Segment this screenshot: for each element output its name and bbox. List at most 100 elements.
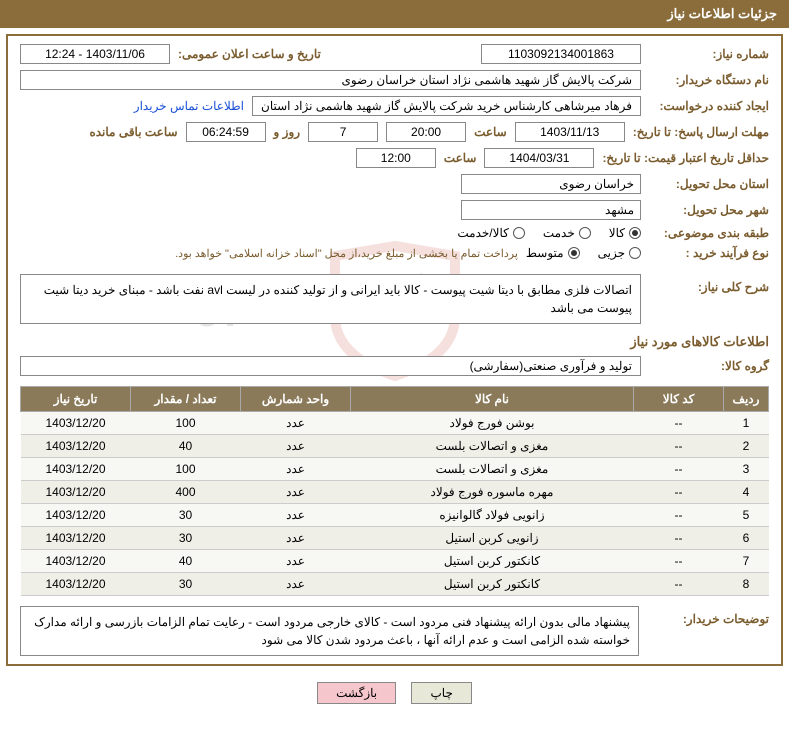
desc-label: شرح کلی نیاز: (649, 274, 769, 294)
validity-time: 12:00 (356, 148, 436, 168)
table-cell: مغزی و اتصالات بلست (351, 435, 634, 458)
days-remain: 7 (308, 122, 378, 142)
table-cell: کانکتور کربن استیل (351, 550, 634, 573)
table-cell: مهره ماسوره فورج فولاد (351, 481, 634, 504)
items-section-title: اطلاعات کالاهای مورد نیاز (20, 334, 769, 350)
validity-label: حداقل تاریخ اعتبار قیمت: تا تاریخ: (602, 151, 769, 165)
process-label: نوع فرآیند خرید : (649, 246, 769, 260)
table-row: 1--بوشن فورج فولادعدد1001403/12/20 (21, 412, 769, 435)
table-cell: 3 (724, 458, 769, 481)
days-label: روز و (274, 125, 301, 139)
province-label: استان محل تحویل: (649, 177, 769, 191)
table-cell: -- (634, 412, 724, 435)
time-label-2: ساعت (444, 151, 477, 165)
validity-date: 1404/03/31 (484, 148, 594, 168)
table-cell: عدد (241, 550, 351, 573)
th-unit: واحد شمارش (241, 387, 351, 412)
table-cell: 1403/12/20 (21, 527, 131, 550)
table-cell: 1403/12/20 (21, 573, 131, 596)
table-cell: بوشن فورج فولاد (351, 412, 634, 435)
radio-both[interactable]: کالا/خدمت (457, 226, 524, 240)
table-cell: 1403/12/20 (21, 458, 131, 481)
table-cell: -- (634, 504, 724, 527)
group-field: تولید و فرآوری صنعتی(سفارشی) (20, 356, 641, 376)
contact-link[interactable]: اطلاعات تماس خریدار (134, 99, 244, 113)
table-cell: 1403/12/20 (21, 412, 131, 435)
table-cell: 1403/12/20 (21, 504, 131, 527)
process-radio-group: جزیی متوسط (526, 246, 641, 260)
table-cell: 40 (131, 435, 241, 458)
deadline-date: 1403/11/13 (515, 122, 625, 142)
countdown: 06:24:59 (186, 122, 266, 142)
city-field: مشهد (461, 200, 641, 220)
table-row: 6--زانویی کربن استیلعدد301403/12/20 (21, 527, 769, 550)
table-cell: عدد (241, 504, 351, 527)
table-cell: -- (634, 481, 724, 504)
table-cell: 100 (131, 458, 241, 481)
radio-service[interactable]: خدمت (543, 226, 591, 240)
deadline-time: 20:00 (386, 122, 466, 142)
table-cell: -- (634, 573, 724, 596)
group-label: گروه کالا: (649, 359, 769, 373)
table-cell: عدد (241, 412, 351, 435)
table-cell: 30 (131, 573, 241, 596)
th-code: کد کالا (634, 387, 724, 412)
category-radio-group: کالا خدمت کالا/خدمت (457, 226, 641, 240)
buyer-org-label: نام دستگاه خریدار: (649, 73, 769, 87)
time-label-1: ساعت (474, 125, 507, 139)
buyer-notes-label: توضیحات خریدار: (649, 606, 769, 626)
radio-dot-icon (579, 227, 591, 239)
table-cell: مغزی و اتصالات بلست (351, 458, 634, 481)
table-cell: عدد (241, 481, 351, 504)
th-name: نام کالا (351, 387, 634, 412)
table-cell: -- (634, 458, 724, 481)
need-no-label: شماره نیاز: (649, 47, 769, 61)
requester-field: فرهاد میرشاهی کارشناس خرید شرکت پالایش گ… (252, 96, 641, 116)
table-cell: 1403/12/20 (21, 435, 131, 458)
table-cell: عدد (241, 458, 351, 481)
table-row: 3--مغزی و اتصالات بلستعدد1001403/12/20 (21, 458, 769, 481)
table-cell: -- (634, 550, 724, 573)
province-field: خراسان رضوی (461, 174, 641, 194)
table-cell: -- (634, 527, 724, 550)
table-cell: 30 (131, 527, 241, 550)
radio-dot-icon (629, 247, 641, 259)
radio-minor[interactable]: جزیی (598, 246, 641, 260)
th-date: تاریخ نیاز (21, 387, 131, 412)
process-note: پرداخت تمام یا بخشی از مبلغ خرید،از محل … (175, 247, 518, 260)
remaining-label: ساعت باقی مانده (89, 125, 177, 139)
radio-medium[interactable]: متوسط (526, 246, 580, 260)
table-row: 7--کانکتور کربن استیلعدد401403/12/20 (21, 550, 769, 573)
table-cell: عدد (241, 573, 351, 596)
announce-label: تاریخ و ساعت اعلان عمومی: (178, 47, 321, 61)
print-button[interactable]: چاپ (411, 682, 471, 704)
radio-dot-icon (513, 227, 525, 239)
table-cell: 400 (131, 481, 241, 504)
deadline-label: مهلت ارسال پاسخ: تا تاریخ: (633, 125, 769, 139)
table-cell: 1403/12/20 (21, 481, 131, 504)
table-cell: -- (634, 435, 724, 458)
category-label: طبقه بندی موضوعی: (649, 226, 769, 240)
table-cell: 8 (724, 573, 769, 596)
table-cell: 5 (724, 504, 769, 527)
table-cell: عدد (241, 435, 351, 458)
table-cell: زانویی کربن استیل (351, 527, 634, 550)
announce-field: 1403/11/06 - 12:24 (20, 44, 170, 64)
table-cell: 6 (724, 527, 769, 550)
table-cell: 40 (131, 550, 241, 573)
radio-dot-icon (568, 247, 580, 259)
buyer-notes-text: پیشنهاد مالی بدون ارائه پیشنهاد فنی مردو… (20, 606, 639, 656)
table-row: 2--مغزی و اتصالات بلستعدد401403/12/20 (21, 435, 769, 458)
table-cell: کانکتور کربن استیل (351, 573, 634, 596)
city-label: شهر محل تحویل: (649, 203, 769, 217)
need-no-field: 1103092134001863 (481, 44, 641, 64)
requester-label: ایجاد کننده درخواست: (649, 99, 769, 113)
table-cell: 1403/12/20 (21, 550, 131, 573)
items-table: ردیف کد کالا نام کالا واحد شمارش تعداد /… (20, 386, 769, 596)
th-qty: تعداد / مقدار (131, 387, 241, 412)
table-cell: 30 (131, 504, 241, 527)
radio-goods[interactable]: کالا (609, 226, 641, 240)
table-row: 4--مهره ماسوره فورج فولادعدد4001403/12/2… (21, 481, 769, 504)
back-button[interactable]: بازگشت (317, 682, 396, 704)
th-row: ردیف (724, 387, 769, 412)
